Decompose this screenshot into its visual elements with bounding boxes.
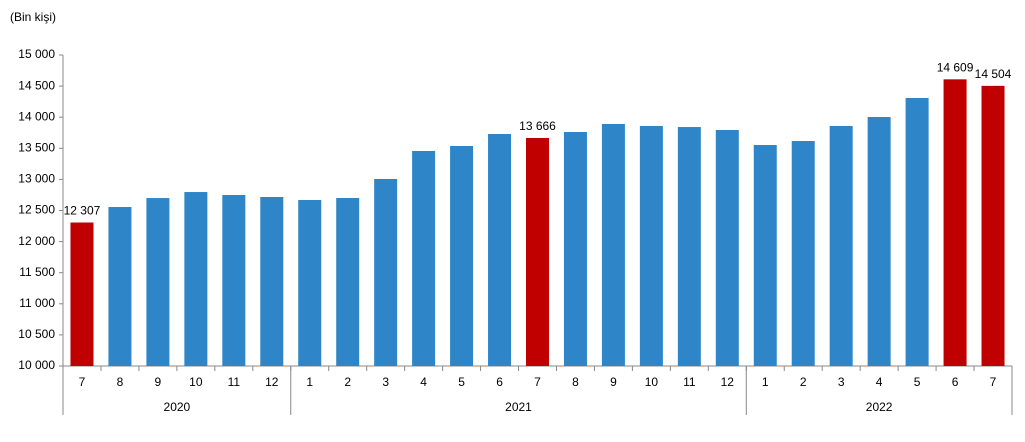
bar — [753, 145, 777, 366]
y-tick-label: 14 000 — [18, 109, 55, 123]
y-tick-label: 10 000 — [18, 358, 55, 372]
bar — [677, 127, 701, 366]
bar — [639, 125, 663, 366]
value-label: 12 307 — [64, 204, 101, 218]
bar — [791, 141, 815, 366]
x-tick-label: 4 — [420, 375, 427, 389]
bar — [905, 97, 929, 367]
value-label: 14 609 — [937, 60, 974, 74]
bar — [374, 178, 398, 366]
bar — [526, 137, 549, 366]
x-tick-label: 2 — [344, 375, 351, 389]
group-label: 2021 — [505, 400, 532, 414]
x-tick-label: 3 — [382, 375, 389, 389]
y-tick-label: 13 500 — [18, 140, 55, 154]
y-tick-label: 13 000 — [18, 172, 55, 186]
x-tick-label: 7 — [79, 375, 86, 389]
x-tick-label: 1 — [762, 375, 769, 389]
bar — [298, 199, 322, 366]
x-tick-label: 3 — [838, 375, 845, 389]
y-tick-label: 11 000 — [19, 296, 55, 310]
x-tick-label: 10 — [645, 375, 659, 389]
y-axis-label: (Bin kişi) — [10, 10, 56, 24]
bar — [412, 150, 436, 366]
group-label: 2022 — [866, 400, 893, 414]
bar — [70, 222, 94, 366]
bar — [450, 145, 474, 366]
bar — [260, 197, 284, 366]
value-label: 13 666 — [519, 119, 556, 133]
x-tick-label: 11 — [683, 375, 696, 389]
x-tick-label: 7 — [534, 375, 541, 389]
x-tick-label: 12 — [721, 375, 735, 389]
bar — [715, 130, 739, 366]
y-tick-label: 11 500 — [19, 265, 55, 279]
bar — [184, 192, 208, 366]
bar — [222, 195, 246, 366]
bar — [829, 125, 853, 366]
x-tick-label: 5 — [914, 375, 921, 389]
x-tick-label: 11 — [228, 375, 241, 389]
x-tick-label: 12 — [265, 375, 279, 389]
y-tick-label: 12 000 — [18, 234, 55, 248]
x-tick-label: 6 — [952, 375, 959, 389]
bar — [981, 85, 1005, 366]
y-tick-label: 10 500 — [18, 327, 55, 341]
bar — [601, 123, 625, 366]
x-tick-label: 7 — [990, 375, 997, 389]
x-tick-label: 1 — [306, 375, 313, 389]
group-label: 2020 — [164, 400, 191, 414]
bar — [108, 207, 132, 366]
x-tick-label: 5 — [458, 375, 465, 389]
x-tick-label: 6 — [496, 375, 503, 389]
bar — [146, 198, 170, 366]
y-tick-label: 14 500 — [18, 78, 55, 92]
bar — [867, 117, 891, 366]
x-tick-label: 8 — [572, 375, 579, 389]
x-tick-label: 9 — [155, 375, 162, 389]
x-tick-label: 2 — [800, 375, 807, 389]
bar — [563, 132, 587, 366]
value-label: 14 504 — [975, 67, 1012, 81]
x-tick-label: 9 — [610, 375, 617, 389]
y-tick-label: 15 000 — [18, 47, 55, 61]
bar — [943, 79, 967, 367]
x-tick-label: 4 — [876, 375, 883, 389]
y-tick-label: 12 500 — [18, 203, 55, 217]
x-tick-label: 10 — [189, 375, 203, 389]
bar — [488, 133, 512, 366]
x-tick-label: 8 — [117, 375, 124, 389]
bar — [336, 197, 360, 366]
